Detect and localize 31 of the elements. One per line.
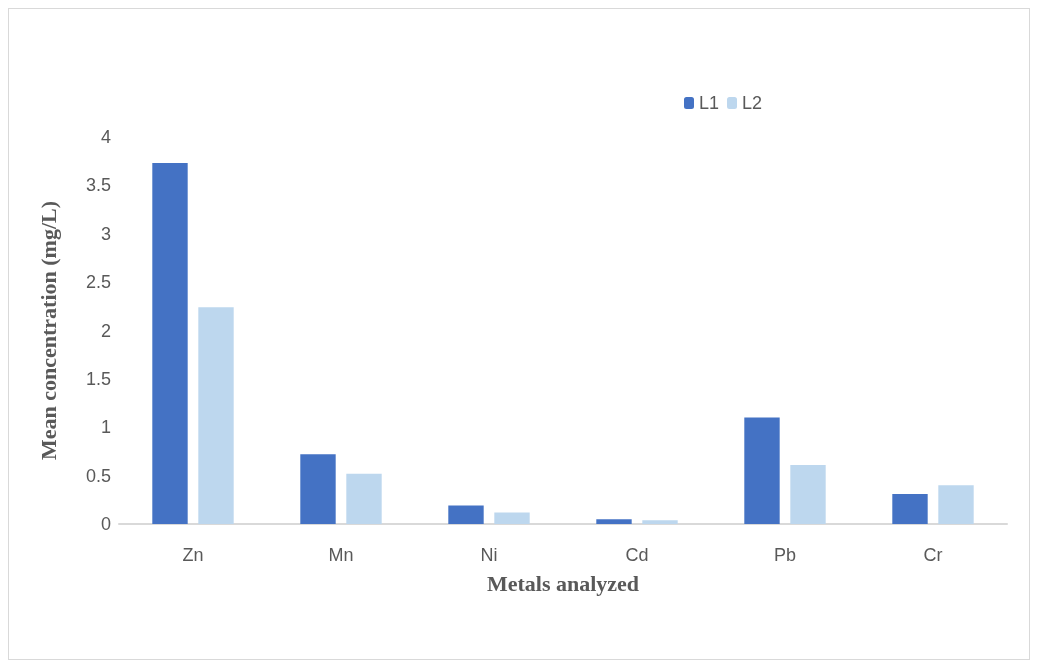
bar xyxy=(494,512,530,524)
x-axis-title: Metals analyzed xyxy=(486,570,640,596)
y-tick-label: 2 xyxy=(100,320,111,341)
x-tick-label: Cd xyxy=(625,545,649,565)
x-tick-label: Ni xyxy=(480,545,498,565)
y-tick-label: 1.5 xyxy=(85,368,111,389)
x-tick-label: Zn xyxy=(182,545,204,565)
x-tick-label: Mn xyxy=(328,545,354,565)
bar xyxy=(448,505,484,524)
bar xyxy=(346,473,382,524)
bar xyxy=(790,464,826,524)
y-tick-label: 3.5 xyxy=(85,175,111,196)
y-axis-title: Mean concentration (mg/L) xyxy=(35,200,61,461)
legend-label: L2 xyxy=(742,93,763,113)
legend-label: L1 xyxy=(699,93,720,113)
x-tick-label: Pb xyxy=(773,545,797,565)
y-tick-label: 3 xyxy=(100,223,111,244)
y-tick-label: 0 xyxy=(100,514,111,534)
bar xyxy=(300,454,336,524)
x-tick-label: Cr xyxy=(923,545,943,565)
bar xyxy=(198,307,234,524)
y-tick-label: 4 xyxy=(100,127,111,147)
y-tick-label: 1 xyxy=(100,417,111,438)
bar xyxy=(744,417,780,524)
bar xyxy=(152,163,188,524)
bar xyxy=(938,485,974,524)
y-tick-label: 2.5 xyxy=(85,272,111,293)
bar xyxy=(596,519,632,524)
y-tick-label: 0.5 xyxy=(85,465,111,486)
bar xyxy=(892,494,928,524)
bar xyxy=(642,520,678,524)
